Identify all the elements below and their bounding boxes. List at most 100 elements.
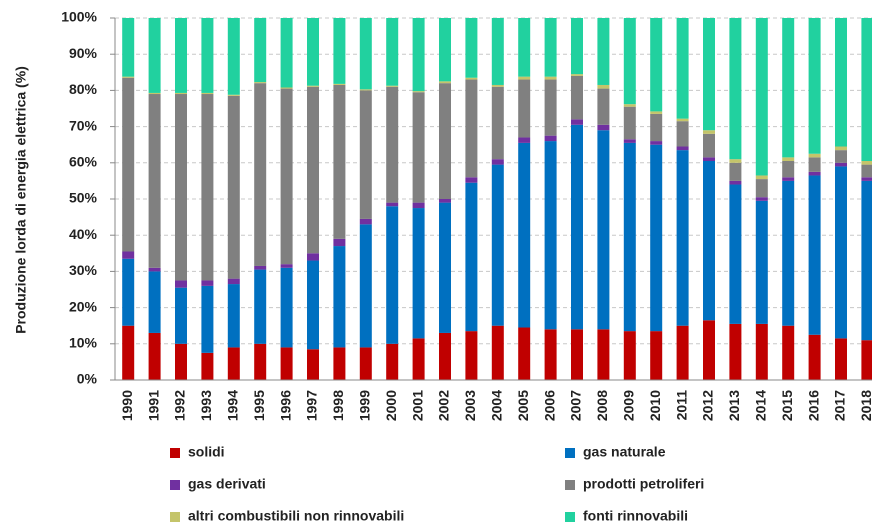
bar-segment — [782, 180, 795, 326]
bar-segment — [386, 343, 399, 380]
bar-segment — [676, 150, 689, 326]
bar-segment — [544, 18, 557, 77]
bar-segment — [201, 285, 214, 353]
bar-segment — [386, 86, 399, 203]
bar-segment — [755, 175, 768, 180]
legend-swatch — [565, 480, 575, 490]
bar-segment — [175, 287, 187, 344]
bar-segment — [254, 269, 267, 344]
x-tick-label: 2012 — [700, 390, 716, 421]
bar-segment — [465, 77, 478, 80]
bar-segment — [333, 246, 346, 348]
bar-segment — [518, 79, 531, 138]
bar-segment — [359, 347, 372, 380]
bar-segment — [571, 18, 583, 75]
x-tick-label: 1995 — [251, 390, 267, 421]
bar-segment — [835, 338, 847, 380]
bar-segment — [808, 171, 821, 176]
bar-segment — [254, 82, 267, 84]
x-tick-label: 1994 — [225, 390, 241, 421]
x-tick-label: 1990 — [119, 390, 135, 421]
y-tick-label: 0% — [77, 371, 98, 387]
bar-segment — [703, 130, 715, 134]
bar-segment — [307, 85, 319, 87]
bar-segment — [782, 325, 795, 380]
bar-segment — [703, 157, 715, 161]
bar-segment — [623, 139, 636, 143]
x-tick-label: 2007 — [568, 390, 584, 421]
x-tick-label: 2015 — [779, 390, 795, 421]
bar-segment — [861, 160, 872, 165]
legend-swatch — [565, 512, 575, 522]
bar-segment — [650, 331, 663, 380]
bar-segment — [491, 84, 504, 87]
y-tick-label: 20% — [69, 298, 98, 314]
bar-segment — [148, 18, 161, 93]
bar-segment — [227, 94, 240, 96]
y-tick-label: 40% — [69, 226, 98, 242]
bar-segment — [227, 18, 240, 95]
bar-segment — [280, 88, 293, 265]
bar-segment — [597, 88, 610, 125]
bar-segment — [333, 347, 346, 380]
bar-segment — [676, 146, 689, 151]
bar-segment — [703, 320, 715, 380]
bar-segment — [359, 89, 372, 91]
bar-segment — [122, 76, 135, 78]
bar-segment — [465, 79, 478, 178]
x-tick-label: 2008 — [594, 390, 610, 421]
bar-segment — [280, 18, 293, 88]
bar-segment — [201, 18, 214, 93]
bar-segment — [175, 280, 187, 288]
bar-segment — [755, 197, 768, 201]
y-tick-label: 100% — [61, 9, 97, 25]
bar-segment — [703, 160, 715, 321]
bar-segment — [676, 121, 689, 147]
bar-segment — [227, 347, 240, 380]
bar-segment — [307, 86, 319, 254]
bar-segment — [835, 162, 847, 167]
x-tick-label: 1993 — [198, 390, 214, 421]
bar-segment — [386, 202, 399, 207]
bar-segment — [201, 92, 214, 95]
bar-segment — [175, 343, 187, 380]
bar-segment — [333, 83, 346, 85]
bar-segment — [439, 332, 451, 380]
bar-segment — [597, 329, 610, 380]
bar-segment — [122, 77, 135, 252]
x-tick-label: 2013 — [726, 390, 742, 421]
bar-segment — [755, 179, 768, 198]
bar-segment — [201, 280, 214, 286]
bar-segment — [861, 177, 872, 181]
bar-segment — [122, 18, 135, 77]
bar-segment — [122, 258, 135, 326]
bar-segment — [148, 267, 161, 272]
bar-segment — [650, 111, 663, 114]
x-tick-label: 1999 — [357, 390, 373, 421]
x-tick-label: 2018 — [858, 390, 872, 421]
bar-segment — [703, 18, 715, 131]
legend-label: gas naturale — [583, 444, 666, 460]
y-tick-label: 60% — [69, 154, 98, 170]
x-tick-label: 2014 — [753, 390, 769, 421]
bar-segment — [439, 199, 451, 203]
bar-segment — [439, 83, 451, 199]
bar-segment — [755, 18, 768, 176]
x-tick-label: 1998 — [330, 390, 346, 421]
bar-segment — [782, 18, 795, 158]
x-tick-label: 2009 — [621, 390, 637, 421]
bar-segment — [729, 323, 742, 380]
bar-segment — [465, 331, 478, 380]
bar-segment — [676, 18, 689, 119]
x-tick-label: 2004 — [489, 390, 505, 421]
legend-label: altri combustibili non rinnovabili — [188, 508, 404, 524]
x-tick-label: 2016 — [805, 390, 821, 421]
bar-segment — [386, 85, 399, 87]
bar-segment — [254, 265, 267, 270]
bar-segment — [782, 160, 795, 178]
bar-segment — [782, 177, 795, 181]
bar-segment — [808, 157, 821, 172]
bar-segment — [571, 74, 583, 76]
bar-segment — [201, 352, 214, 380]
bar-segment — [650, 113, 663, 142]
